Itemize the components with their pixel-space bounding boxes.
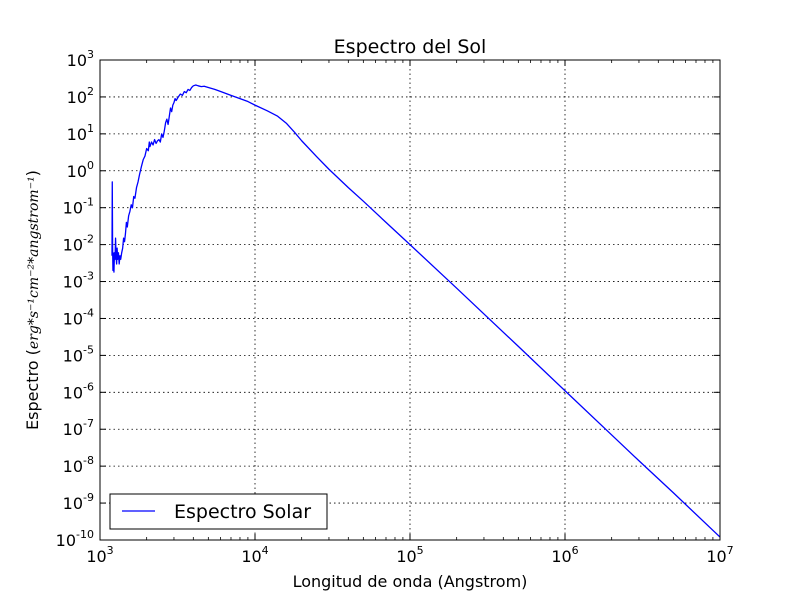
y-axis-label: Espectro (erg*s⁻¹cm⁻²*angstrom⁻¹) [23, 170, 42, 430]
y-tick-label: 10-3 [63, 270, 94, 292]
x-axis-label: Longitud de onda (Angstrom) [293, 572, 528, 591]
y-tick-label: 103 [67, 48, 94, 70]
y-tick-label: 102 [67, 85, 94, 107]
y-tick-label: 10-1 [63, 196, 94, 218]
y-axis-label-units: erg*s⁻¹cm⁻²*angstrom⁻¹ [26, 176, 42, 349]
y-axis-label-close: ) [23, 170, 42, 176]
y-tick-label: 10-4 [63, 306, 94, 328]
y-tick-label: 10-5 [63, 343, 94, 365]
x-tick-label: 107 [706, 544, 733, 566]
y-tick-label: 101 [67, 122, 94, 144]
y-tick-label: 10-10 [56, 528, 94, 550]
x-tick-label: 106 [551, 544, 578, 566]
y-tick-label: 10-8 [63, 454, 94, 476]
plot-frame [99, 59, 721, 541]
y-tick-labels: 10-10 10-9 10-8 10-7 10-6 10-5 10-4 10-3 10-2 10-… [56, 48, 94, 550]
y-axis-label-text: Espectro ( [23, 349, 42, 430]
grid-lines [100, 60, 720, 540]
x-tick-label: 104 [241, 544, 268, 566]
y-tick-label: 10-2 [63, 233, 94, 255]
y-tick-label: 10-6 [63, 380, 94, 402]
legend: Espectro Solar [109, 493, 328, 530]
axis-ticks [99, 59, 721, 541]
y-tick-label: 100 [67, 159, 94, 181]
x-tick-label: 103 [86, 544, 113, 566]
y-tick-label: 10-7 [63, 417, 94, 439]
x-tick-label: 105 [396, 544, 423, 566]
legend-label: Espectro Solar [174, 501, 311, 523]
series-layer [111, 84, 721, 538]
series-line-espectro-solar [111, 84, 721, 538]
y-tick-label: 10-9 [63, 491, 94, 513]
chart-title: Espectro del Sol [334, 36, 487, 58]
x-tick-labels: 103 104 105 106 107 [86, 544, 733, 566]
